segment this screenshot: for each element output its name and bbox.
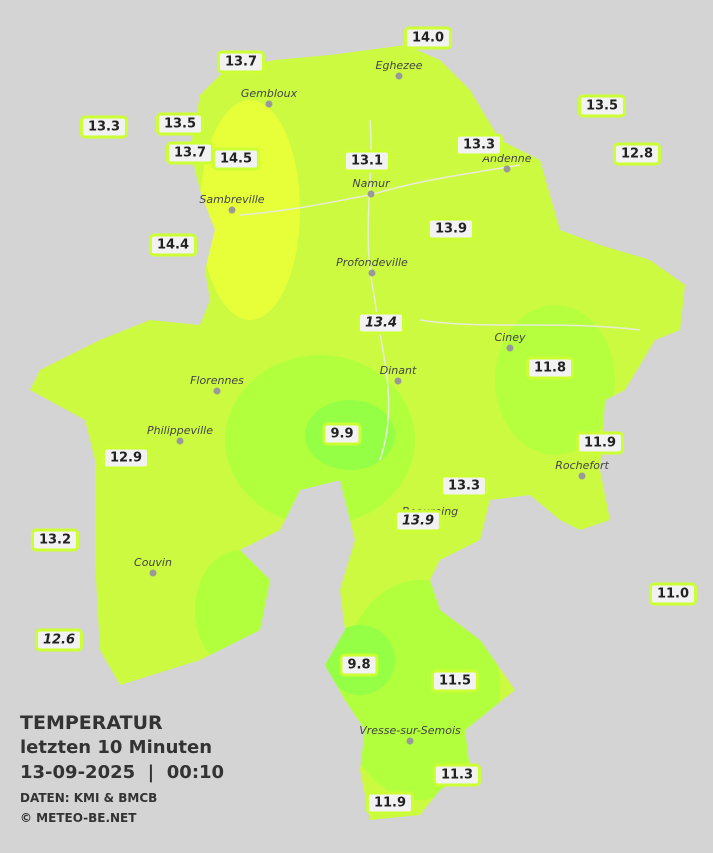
station-value: 11.0 xyxy=(648,582,698,606)
city-dot xyxy=(367,190,375,198)
city-dot xyxy=(265,100,273,108)
datetime: 13-09-2025 | 00:10 xyxy=(20,762,225,783)
city-dot xyxy=(406,737,414,745)
city-name: Dinant xyxy=(379,364,417,377)
station-value: 12.9 xyxy=(101,446,151,470)
station-value: 13.5 xyxy=(155,112,205,136)
city-dot xyxy=(578,472,586,480)
copyright: © METEO-BE.NET xyxy=(20,811,137,825)
subtitle: letzten 10 Minuten xyxy=(20,737,213,758)
station-value: 9.9 xyxy=(322,422,362,446)
station-value: 13.3 xyxy=(79,115,129,139)
station-value: 13.3 xyxy=(454,133,504,157)
city-name: Vresse-sur-Semois xyxy=(359,724,461,737)
station-value: 13.2 xyxy=(30,528,80,552)
city-name: Eghezee xyxy=(375,59,423,72)
station-value: 13.1 xyxy=(342,149,392,173)
station-value: 11.5 xyxy=(430,669,480,693)
city-name: Sambreville xyxy=(199,193,265,206)
city-dot xyxy=(506,344,514,352)
city-dot xyxy=(394,377,402,385)
city-dot xyxy=(368,269,376,277)
city-dot xyxy=(395,72,403,80)
city-name: Namur xyxy=(352,177,390,190)
station-value: 11.3 xyxy=(432,763,482,787)
source: DATEN: KMI & BMCB xyxy=(20,791,158,805)
station-value: 13.9 xyxy=(426,217,476,241)
station-value: 14.4 xyxy=(148,233,198,257)
station-value: 13.7 xyxy=(216,50,266,74)
station-value: 14.5 xyxy=(211,147,261,171)
station-value: 13.4 xyxy=(356,311,406,335)
station-value: 13.9 xyxy=(393,509,443,533)
city-name: Florennes xyxy=(190,374,244,387)
city-name: Couvin xyxy=(134,556,172,569)
station-value: 13.7 xyxy=(165,141,215,165)
city-name: Profondeville xyxy=(336,256,408,269)
city-dot xyxy=(213,387,221,395)
station-value: 9.8 xyxy=(339,653,379,677)
city-dot xyxy=(149,569,157,577)
station-value: 11.9 xyxy=(575,431,625,455)
city-dot xyxy=(503,165,511,173)
station-value: 13.5 xyxy=(577,94,627,118)
station-value: 11.9 xyxy=(365,791,415,815)
city-name: Ciney xyxy=(494,331,526,344)
city-dot xyxy=(228,206,236,214)
city-dot xyxy=(176,437,184,445)
station-value: 14.0 xyxy=(403,26,453,50)
city-name: Gembloux xyxy=(240,87,298,100)
city-name: Philippeville xyxy=(147,424,213,437)
title: TEMPERATUR xyxy=(20,712,163,734)
station-value: 11.8 xyxy=(525,356,575,380)
city-name: Rochefort xyxy=(555,459,609,472)
station-value: 12.8 xyxy=(612,142,662,166)
station-value: 13.3 xyxy=(439,474,489,498)
station-value: 12.6 xyxy=(34,628,84,652)
